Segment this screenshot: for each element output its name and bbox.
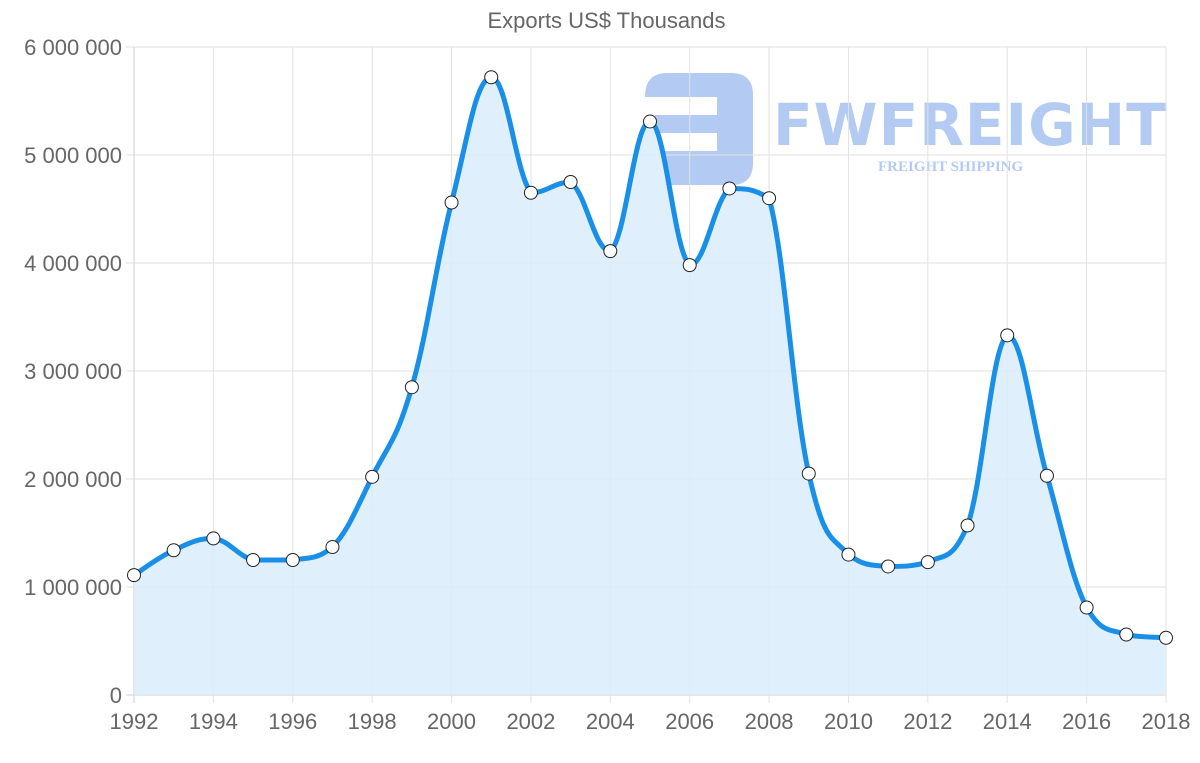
x-tick-label: 1992 — [110, 709, 159, 734]
data-point[interactable]: 1992: 1110000 — [127, 568, 141, 583]
y-tick-label: 3 000 000 — [24, 359, 122, 384]
data-point[interactable]: 2009: 2050000 — [801, 466, 816, 481]
x-tick-label: 1998 — [348, 709, 397, 734]
data-point[interactable]: 2018: 530000 — [1159, 630, 1173, 645]
x-tick-label: 2014 — [983, 709, 1032, 734]
y-tick-label: 1 000 000 — [24, 575, 122, 600]
x-tick-label: 2000 — [427, 709, 476, 734]
data-point[interactable]: 2008: 4600000 — [762, 191, 777, 206]
x-tick-label: 2018 — [1142, 709, 1191, 734]
x-tick-label: 1996 — [268, 709, 317, 734]
x-axis-ticks: 1992 1994 1996 1998 2000 2002 2004 2006 2008 2010… — [110, 709, 1191, 734]
data-point[interactable]: 2010: 1300000 — [841, 547, 856, 562]
x-tick-label: 2004 — [586, 709, 635, 734]
x-tick-label: 2002 — [506, 709, 555, 734]
x-tick-label: 1994 — [189, 709, 238, 734]
data-point[interactable]: 2007: 4690000 — [722, 181, 737, 196]
data-point[interactable]: 1994: 1450000 — [206, 531, 221, 546]
area-fill — [134, 77, 1166, 696]
data-point[interactable]: 2015: 2030000 — [1039, 468, 1054, 483]
data-point[interactable]: 1998: 2020000 — [365, 469, 380, 484]
data-point[interactable]: 2013: 1570000 — [960, 518, 975, 533]
y-tick-label: 5 000 000 — [24, 143, 122, 168]
data-point[interactable]: 2017: 560000 — [1119, 627, 1134, 642]
data-point[interactable]: 2004: 4110000 — [603, 244, 618, 259]
data-point[interactable]: 2001: 5720000 — [484, 70, 499, 85]
y-tick-label: 0 — [110, 683, 122, 708]
data-point[interactable]: 1996: 1250000 — [285, 553, 300, 567]
y-axis-ticks: 0 1 000 000 2 000 000 3 000 000 4 000 000 5 0… — [24, 35, 122, 708]
data-line — [132, 74, 1167, 641]
x-tick-label: 2016 — [1062, 709, 1111, 734]
data-point[interactable]: 2000: 4560000 — [444, 195, 459, 210]
data-points: 1992: 1110000 1993: 1340000 1994: 1450000 1… — [127, 70, 1173, 645]
data-point[interactable]: 2006: 3980000 — [682, 258, 697, 273]
data-point[interactable]: 2016: 810000 — [1079, 600, 1094, 615]
y-tick-label: 4 000 000 — [24, 251, 122, 276]
data-point[interactable]: 2014: 3330000 — [1000, 328, 1015, 343]
data-point[interactable]: 2012: 1230000 — [920, 555, 935, 570]
x-tick-label: 2010 — [824, 709, 873, 734]
y-tick-label: 2 000 000 — [24, 467, 122, 492]
data-point[interactable]: 2011: 1190000 — [881, 559, 896, 574]
x-tick-label: 2012 — [903, 709, 952, 734]
data-point[interactable]: 1995: 1250000 — [246, 553, 261, 567]
y-tick-label: 6 000 000 — [24, 35, 122, 60]
data-point[interactable]: 2003: 4750000 — [563, 175, 578, 189]
x-tick-label: 2006 — [665, 709, 714, 734]
chart-title: Exports US$ Thousands — [487, 8, 726, 33]
data-point[interactable]: 1997: 1370000 — [325, 540, 340, 555]
data-point[interactable]: 2005: 5310000 — [643, 114, 657, 129]
data-point[interactable]: 1999: 2850000 — [404, 380, 419, 395]
data-point[interactable]: 1993: 1340000 — [166, 543, 181, 558]
x-tick-label: 2008 — [745, 709, 794, 734]
data-point[interactable]: 2002: 4650000 — [523, 185, 538, 200]
